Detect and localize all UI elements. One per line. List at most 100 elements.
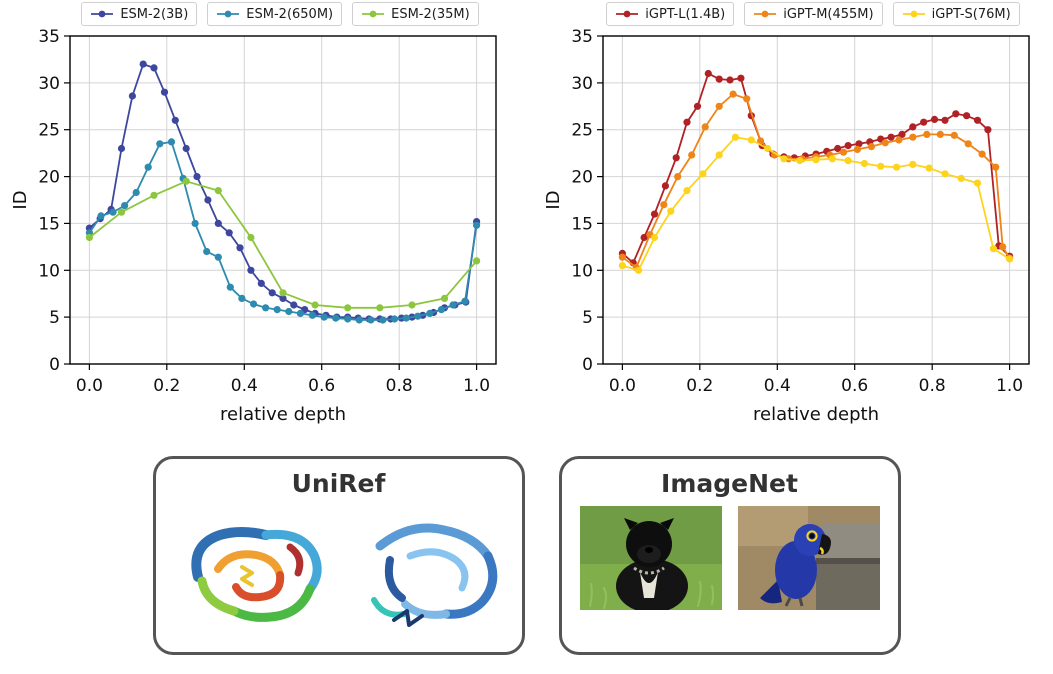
data-point (661, 182, 669, 190)
data-point (764, 144, 772, 153)
data-point (376, 304, 384, 312)
data-point (150, 191, 158, 199)
data-point (117, 144, 126, 153)
data-point (132, 188, 140, 197)
data-point (920, 118, 928, 126)
data-point (1006, 255, 1014, 263)
legend-marker-icon (902, 10, 925, 18)
svg-text:35: 35 (571, 27, 593, 47)
legend-marker-icon (754, 10, 777, 18)
x-axis-label: relative depth (753, 404, 879, 425)
data-point (834, 144, 842, 153)
svg-text:15: 15 (571, 214, 593, 234)
data-point (887, 133, 895, 141)
data-point (203, 247, 211, 256)
uniref-panel-images (174, 506, 504, 636)
data-point (963, 112, 971, 120)
data-point (250, 300, 258, 308)
legend-item: ESM-2(650M) (207, 2, 343, 26)
data-point (989, 245, 997, 253)
data-point (973, 179, 982, 187)
svg-text:1.0: 1.0 (996, 376, 1023, 396)
series-line (621, 72, 1011, 265)
data-point (156, 140, 164, 148)
data-point (167, 138, 176, 146)
series-line (88, 180, 478, 309)
dataset-panels-row: UniRef (0, 456, 1053, 655)
imagenet-panel: ImageNet (558, 456, 901, 655)
data-point (688, 151, 696, 159)
data-point (109, 208, 117, 216)
data-point (667, 207, 675, 215)
svg-text:0: 0 (582, 355, 593, 375)
data-point (214, 187, 222, 195)
data-point (828, 155, 836, 163)
data-point (247, 233, 255, 242)
data-point (715, 75, 723, 83)
legend-marker-icon (91, 10, 114, 18)
legend-item: iGPT-M(455M) (744, 2, 883, 26)
data-point (693, 102, 702, 110)
data-point (344, 315, 352, 323)
data-point (144, 163, 152, 171)
data-point (128, 92, 136, 100)
data-point (257, 279, 265, 287)
data-point (812, 156, 820, 164)
data-point (236, 244, 244, 252)
data-point (844, 157, 852, 165)
esm2-legend: ESM-2(3B) ESM-2(650M) ESM-2(35M) (81, 2, 479, 26)
data-point (379, 316, 387, 324)
data-point (204, 196, 212, 204)
data-point (952, 110, 960, 118)
data-point (930, 115, 939, 123)
igpt-plot: 0 5 10 15 20 25 30 35 0.0 0.2 0.4 0.6 0.8 1.0 relative… (543, 27, 1030, 425)
data-point (737, 74, 745, 82)
data-point (344, 304, 352, 312)
data-point (839, 148, 848, 156)
data-point (273, 306, 281, 314)
data-point (182, 177, 190, 185)
data-point (618, 262, 626, 270)
data-point (672, 154, 680, 162)
data-point (85, 233, 93, 242)
data-point (957, 174, 965, 182)
data-point (640, 233, 648, 242)
uniref-panel-title: UniRef (291, 469, 386, 498)
legend-item: ESM-2(35M) (352, 2, 479, 26)
legend-label: iGPT-L(1.4B) (645, 6, 726, 22)
svg-text:0.2: 0.2 (686, 376, 713, 396)
legend-marker-icon (217, 10, 240, 18)
svg-text:0.8: 0.8 (919, 376, 946, 396)
data-point (984, 126, 992, 134)
data-point (715, 102, 723, 110)
data-point (290, 301, 298, 309)
svg-text:15: 15 (38, 214, 60, 234)
data-point (715, 151, 723, 159)
data-point (796, 157, 804, 165)
protein-ribbon-multicolor-image (190, 527, 322, 622)
data-point (182, 144, 190, 153)
esm2-plot-container: 0 5 10 15 20 25 30 35 0.0 0.2 0.4 0.6 0.8 1.0 relative… (8, 26, 508, 428)
svg-text:0: 0 (49, 355, 60, 375)
data-point (731, 133, 739, 141)
legend-label: ESM-2(650M) (246, 6, 334, 22)
imagenet-panel-images (579, 506, 880, 610)
series-line (88, 62, 478, 320)
data-point (893, 163, 901, 171)
data-point (121, 202, 129, 210)
data-point (618, 253, 626, 261)
data-point (449, 301, 457, 309)
data-point (747, 136, 755, 144)
data-point (332, 314, 340, 322)
svg-text:5: 5 (49, 308, 60, 328)
svg-text:0.6: 0.6 (308, 376, 335, 396)
data-point (701, 123, 709, 131)
data-point (247, 266, 255, 274)
data-point (193, 173, 201, 181)
data-point (853, 145, 861, 153)
data-point (950, 131, 958, 139)
data-point (923, 130, 931, 138)
protein-ribbon-blue-image (370, 523, 497, 627)
data-point (729, 90, 737, 98)
